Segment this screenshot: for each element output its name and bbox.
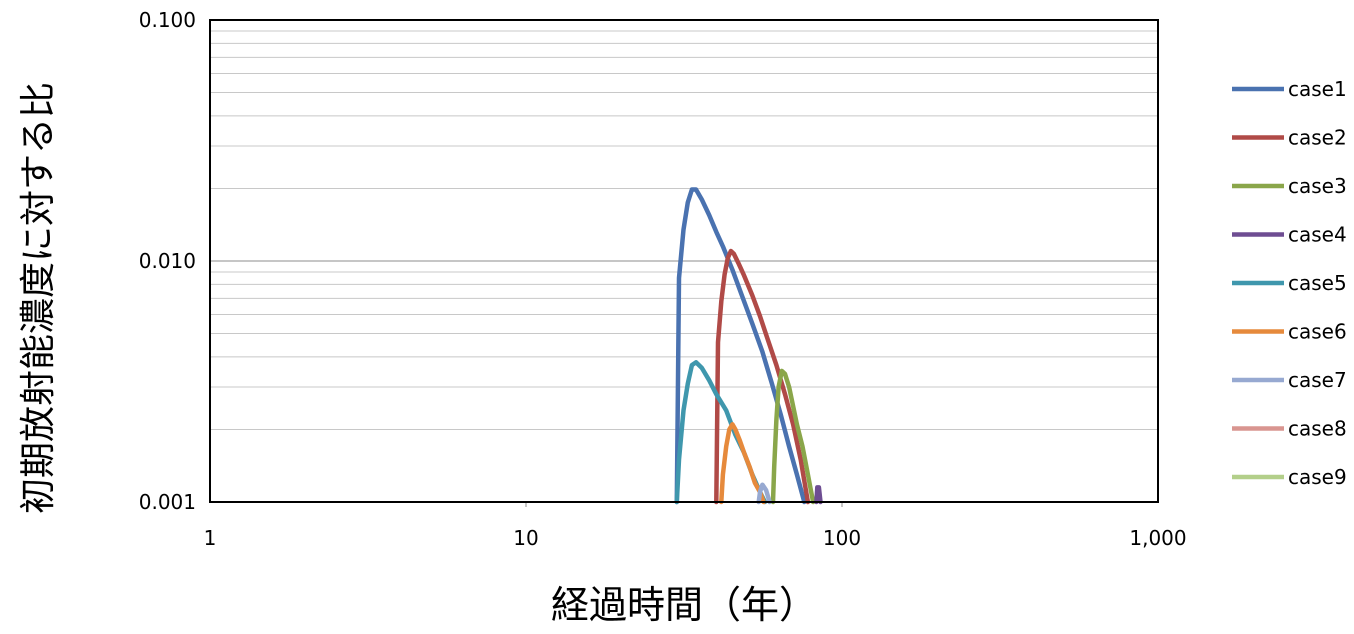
y-axis-title: 初期放射能濃度に対する比	[18, 82, 59, 514]
y-tick-label: 0.001	[139, 490, 196, 514]
series-line-case4	[814, 485, 823, 505]
legend-label: case6	[1288, 320, 1347, 344]
legend-label: case3	[1288, 174, 1347, 198]
legend-label: case4	[1288, 223, 1347, 247]
legend-label: case2	[1288, 126, 1347, 150]
series-lines	[674, 187, 823, 505]
series-line-case3	[770, 368, 816, 505]
legend-label: case9	[1288, 465, 1347, 489]
plot-area-border	[209, 19, 1159, 503]
series-line-case7	[756, 482, 772, 505]
legend: case1 case2 case3 case4 case5 case6 case7 case8…	[1232, 77, 1347, 489]
series-line-case1	[674, 187, 807, 505]
tick-labels: 0.100 0.010 0.001 1 10 100 1,000	[139, 8, 1187, 550]
grid-lines	[210, 30, 1158, 507]
x-tick-label: 10	[513, 526, 538, 550]
y-tick-label: 0.010	[139, 249, 196, 273]
series-line-case6	[719, 422, 766, 505]
x-tick-label: 1	[204, 526, 217, 550]
y-tick-label: 0.100	[139, 8, 196, 32]
legend-label: case5	[1288, 271, 1347, 295]
legend-label: case8	[1288, 417, 1347, 441]
x-tick-label: 1,000	[1129, 526, 1186, 550]
x-tick-label: 100	[823, 526, 861, 550]
legend-label: case7	[1288, 368, 1347, 392]
legend-label: case1	[1288, 77, 1347, 101]
series-line-case2	[714, 248, 811, 505]
x-axis-title: 経過時間（年）	[551, 583, 817, 627]
